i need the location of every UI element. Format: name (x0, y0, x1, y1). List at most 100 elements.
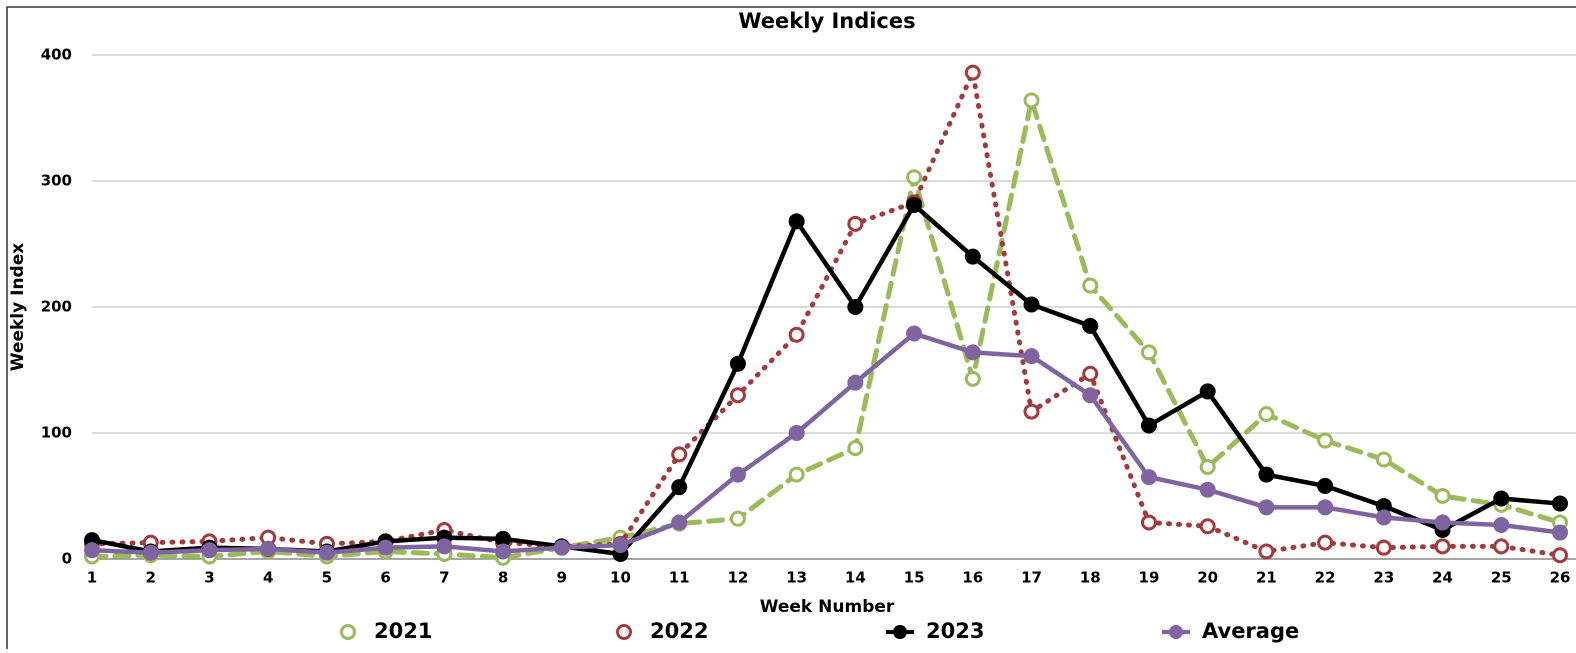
data-point (1317, 432, 1334, 449)
x-tick-label: 26 (1550, 569, 1571, 587)
data-point (1199, 383, 1216, 400)
data-point (495, 543, 512, 560)
x-tick-label: 2 (146, 569, 156, 587)
data-point (1493, 516, 1510, 533)
data-point (1317, 499, 1334, 516)
x-tick-label: 19 (1139, 569, 1160, 587)
x-tick-label: 9 (557, 569, 567, 587)
data-point (847, 374, 864, 391)
x-tick-label: 6 (380, 569, 390, 587)
x-tick-label: 4 (263, 569, 273, 587)
legend-label: Average (1202, 619, 1299, 643)
data-point (1140, 514, 1157, 531)
data-point (436, 538, 453, 555)
data-point (1140, 344, 1157, 361)
data-point (84, 542, 100, 559)
data-point (1258, 499, 1275, 516)
data-point (788, 213, 805, 230)
x-tick-label: 16 (962, 569, 983, 587)
data-point (1199, 481, 1216, 498)
data-point (1493, 490, 1510, 507)
data-point (847, 440, 864, 457)
data-point (1023, 92, 1040, 109)
data-point (729, 387, 746, 404)
x-tick-label: 7 (439, 569, 449, 587)
data-point (1140, 417, 1157, 434)
series-line (89, 97, 1563, 561)
data-point (1375, 509, 1392, 526)
data-point (1023, 296, 1040, 313)
data-point (1434, 514, 1451, 531)
legend-marker (1169, 625, 1183, 639)
x-tick-label: 25 (1491, 569, 1512, 587)
x-tick-label: 18 (1080, 569, 1101, 587)
data-point (729, 466, 746, 483)
data-point (1082, 317, 1099, 334)
data-point (671, 514, 688, 531)
x-tick-label: 24 (1432, 569, 1453, 587)
data-point (260, 540, 277, 557)
x-axis-title: Week Number (760, 597, 895, 617)
legend-marker (616, 624, 632, 640)
x-tick-label: 21 (1256, 569, 1277, 587)
data-point (671, 479, 688, 496)
data-point (1493, 538, 1510, 555)
data-point (788, 326, 805, 343)
x-tick-label: 12 (727, 569, 748, 587)
data-point (1375, 498, 1392, 515)
y-tick-label: 200 (41, 298, 72, 316)
x-tick-label: 14 (845, 569, 866, 587)
data-point (1258, 406, 1275, 423)
data-point (729, 355, 746, 372)
x-tick-label: 1 (87, 569, 97, 587)
y-axis-title: Weekly Index (8, 243, 28, 371)
data-point (964, 248, 981, 265)
data-point (495, 530, 512, 547)
x-tick-label: 22 (1315, 569, 1336, 587)
x-tick-label: 8 (498, 569, 508, 587)
data-point (612, 537, 629, 554)
x-tick-label: 23 (1373, 569, 1394, 587)
data-point (671, 446, 688, 463)
data-point (1140, 469, 1157, 486)
data-point (1023, 348, 1040, 365)
data-point (1552, 495, 1568, 512)
data-point (1082, 365, 1099, 382)
data-point (847, 299, 864, 315)
data-point (1375, 539, 1392, 556)
data-point (729, 510, 746, 527)
data-point (1375, 451, 1392, 468)
data-point (906, 169, 923, 186)
data-point (1317, 534, 1334, 551)
y-tick-label: 300 (41, 172, 72, 190)
data-point (1434, 488, 1451, 504)
data-point (1258, 466, 1275, 483)
y-tick-label: 100 (41, 424, 72, 442)
data-point (1023, 403, 1040, 420)
data-point (377, 539, 394, 556)
data-point (1082, 277, 1099, 294)
data-point (1552, 524, 1568, 541)
x-tick-label: 13 (786, 569, 807, 587)
series-line (89, 70, 1563, 558)
data-point (906, 325, 923, 342)
data-point (201, 542, 218, 559)
data-point (142, 544, 159, 561)
data-point (318, 544, 335, 561)
x-tick-label: 11 (669, 569, 690, 587)
legend-label: 2021 (374, 619, 432, 643)
series-line (89, 331, 1563, 555)
y-tick-label: 0 (62, 550, 72, 568)
data-point (1082, 387, 1099, 404)
x-tick-label: 5 (322, 569, 332, 587)
legend-label: 2023 (926, 619, 984, 643)
x-tick-label: 17 (1021, 569, 1042, 587)
data-point (1317, 477, 1334, 494)
data-point (1434, 538, 1451, 555)
data-point (906, 196, 923, 213)
x-tick-label: 20 (1197, 569, 1218, 587)
data-point (964, 344, 981, 361)
y-tick-label: 400 (41, 46, 72, 64)
data-point (1199, 518, 1216, 535)
